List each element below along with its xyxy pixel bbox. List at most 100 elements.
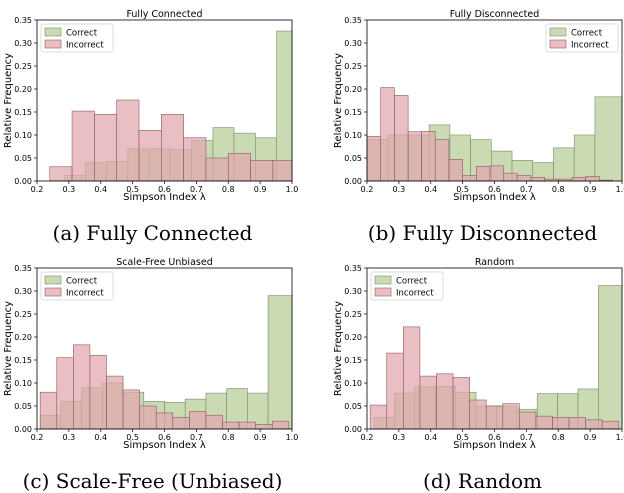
y-tick-label: 0.15 [14,108,32,117]
bar-incorrect [250,160,274,182]
bar-incorrect [172,417,190,430]
x-tick-label: 0.5 [456,185,469,194]
plot-title: Fully Disconnected [450,9,540,20]
legend-swatch [374,275,392,285]
x-tick-label: 0.6 [158,433,171,442]
bar-incorrect [394,95,409,182]
bar-incorrect [568,417,586,430]
x-tick-label: 0.7 [190,433,203,442]
y-tick-label: 0.00 [344,177,362,186]
x-tick-label: 0.8 [552,433,565,442]
x-axis-label: Simpson Index λ [123,440,206,451]
y-tick-label: 0.05 [344,154,362,163]
x-tick-label: 0.6 [488,185,501,194]
panel-caption: (b) Fully Disconnected [368,221,598,245]
legend-label: Correct [66,277,98,287]
x-tick-label: 0.6 [488,433,501,442]
y-tick-label: 0.00 [344,425,362,434]
bar-incorrect [502,403,520,430]
bar-incorrect [227,153,251,182]
bar-incorrect [476,165,491,182]
legend-label: Incorrect [571,41,609,51]
y-tick-label: 0.35 [344,264,362,273]
y-tick-label: 0.35 [14,264,32,273]
x-tick-label: 0.5 [126,433,139,442]
y-tick-label: 0.20 [14,333,32,342]
bar-correct [594,96,623,182]
bar-incorrect [462,175,477,182]
y-tick-label: 0.20 [344,333,362,342]
legend-label: Correct [571,29,603,39]
bar-incorrect [56,357,74,430]
x-tick-label: 0.2 [31,433,44,442]
panel-caption: (c) Scale-Free (Unbiased) [23,469,283,493]
y-tick-label: 0.25 [14,62,32,71]
x-tick-label: 0.7 [190,185,203,194]
panel-fully-disconnected: Fully Disconnected Relative Frequency Si… [333,9,624,245]
bar-correct [573,134,596,182]
x-tick-label: 0.7 [520,433,533,442]
bar-incorrect [73,344,91,430]
legend-swatch [44,27,62,37]
y-axis-label: Relative Frequency [333,53,344,148]
x-tick-label: 0.8 [222,433,235,442]
x-tick-label: 0.5 [126,185,139,194]
bar-incorrect [183,137,207,182]
legend-swatch [549,27,567,37]
bar-incorrect [516,175,532,182]
bar-incorrect [601,420,620,430]
legend-swatch [44,275,62,285]
bar-incorrect [49,166,73,182]
x-tick-label: 0.4 [94,433,107,442]
x-axis-label: Simpson Index λ [453,440,536,451]
y-tick-label: 0.05 [344,402,362,411]
bar-incorrect [71,110,95,182]
y-tick-label: 0.20 [14,85,32,94]
bar-incorrect [139,405,157,430]
y-tick-label: 0.25 [14,310,32,319]
bar-incorrect [106,375,124,430]
bar-incorrect [205,157,229,182]
bar-incorrect [271,420,290,430]
bar-correct [267,295,293,430]
legend-swatch [44,39,62,49]
panel-caption: (d) Random [423,469,542,493]
y-tick-label: 0.30 [14,287,32,296]
y-tick-label: 0.00 [14,177,32,186]
y-tick-label: 0.30 [344,39,362,48]
x-tick-label: 0.5 [456,433,469,442]
bar-incorrect [585,176,600,182]
bar-incorrect [448,159,463,182]
bar-incorrect [503,172,518,182]
y-axis-label: Relative Frequency [3,301,14,396]
x-tick-label: 0.4 [94,185,107,194]
legend-swatch [549,39,567,49]
bar-incorrect [436,373,454,430]
bar-incorrect [485,405,504,430]
legend-swatch [374,287,392,297]
plot-title: Random [475,257,514,268]
x-tick-label: 0.2 [31,185,44,194]
y-tick-label: 0.00 [14,425,32,434]
y-axis-label: Relative Frequency [3,53,14,148]
legend-label: Correct [396,277,428,287]
bar-incorrect [419,375,437,430]
bar-incorrect [552,417,570,430]
panel-scale-free-unbiased: Scale-Free Unbiased Relative Frequency S… [3,257,298,493]
bar-incorrect [122,389,140,430]
y-tick-label: 0.25 [344,62,362,71]
legend-label: Incorrect [396,289,434,299]
bar-incorrect [39,391,58,430]
x-axis-label: Simpson Index λ [453,192,536,203]
x-tick-label: 0.4 [424,185,437,194]
x-tick-label: 1.0 [616,185,624,194]
bar-correct [598,285,623,430]
bar-incorrect [238,421,256,430]
bar-incorrect [469,399,487,430]
x-tick-label: 0.2 [361,185,374,194]
x-tick-label: 0.9 [254,433,267,442]
bar-incorrect [403,326,421,430]
bar-incorrect [116,99,140,182]
x-tick-label: 0.3 [63,185,76,194]
